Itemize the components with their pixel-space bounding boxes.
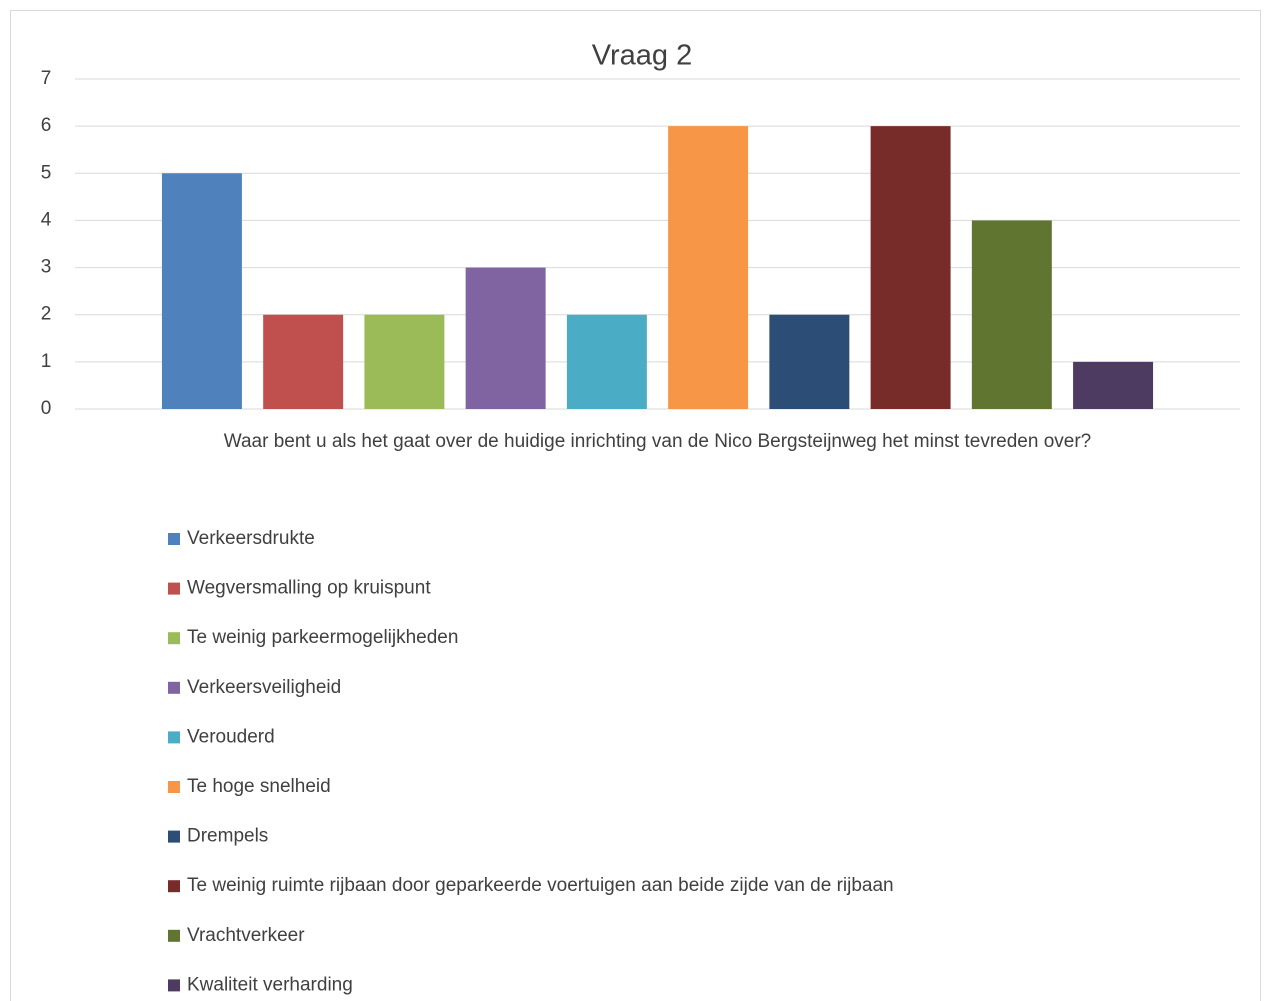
chart-title: Vraag 2 (592, 40, 693, 72)
bar (566, 314, 647, 409)
legend-swatch (168, 781, 180, 793)
legend-swatch (168, 979, 180, 992)
y-tick-label: 0 (41, 398, 52, 419)
legend-label: Wegversmalling op kruispunt (187, 578, 431, 599)
bar (870, 126, 951, 410)
bar (263, 314, 344, 409)
y-tick-label: 5 (41, 162, 52, 183)
bar (161, 173, 242, 409)
legend-label: Verouderd (187, 726, 275, 747)
legend-label: Te hoge snelheid (187, 776, 331, 797)
legend-swatch (168, 681, 180, 694)
legend-swatch (168, 830, 180, 843)
bar (971, 220, 1052, 409)
y-tick-label: 7 (41, 68, 52, 89)
legend-swatch (168, 731, 180, 744)
y-tick-label: 1 (41, 351, 52, 372)
bar (465, 267, 546, 409)
y-tick-label: 2 (41, 304, 52, 325)
legend-label: Drempels (187, 826, 268, 847)
bar (364, 314, 445, 409)
legend-swatch (168, 533, 180, 545)
y-tick-label: 6 (41, 115, 52, 136)
legend-swatch (168, 582, 180, 595)
legend-label: Verkeersdrukte (187, 528, 315, 549)
legend-swatch (168, 880, 180, 893)
chart-border (10, 10, 1261, 1001)
bar (668, 126, 749, 410)
legend-label: Te weinig ruimte rijbaan door geparkeerd… (187, 875, 894, 896)
bar (1073, 361, 1154, 409)
legend-label: Verkeersveiligheid (187, 677, 341, 698)
legend-label: Vrachtverkeer (187, 925, 305, 946)
y-tick-label: 3 (41, 257, 52, 278)
legend-swatch (168, 929, 180, 942)
bar (769, 314, 850, 409)
y-tick-label: 4 (41, 209, 52, 230)
x-tick-label: Waar bent u als het gaat over de huidige… (224, 431, 1091, 452)
legend-swatch (168, 632, 180, 645)
legend-label: Kwaliteit verharding (187, 974, 353, 995)
legend-label: Te weinig parkeermogelijkheden (187, 627, 458, 648)
